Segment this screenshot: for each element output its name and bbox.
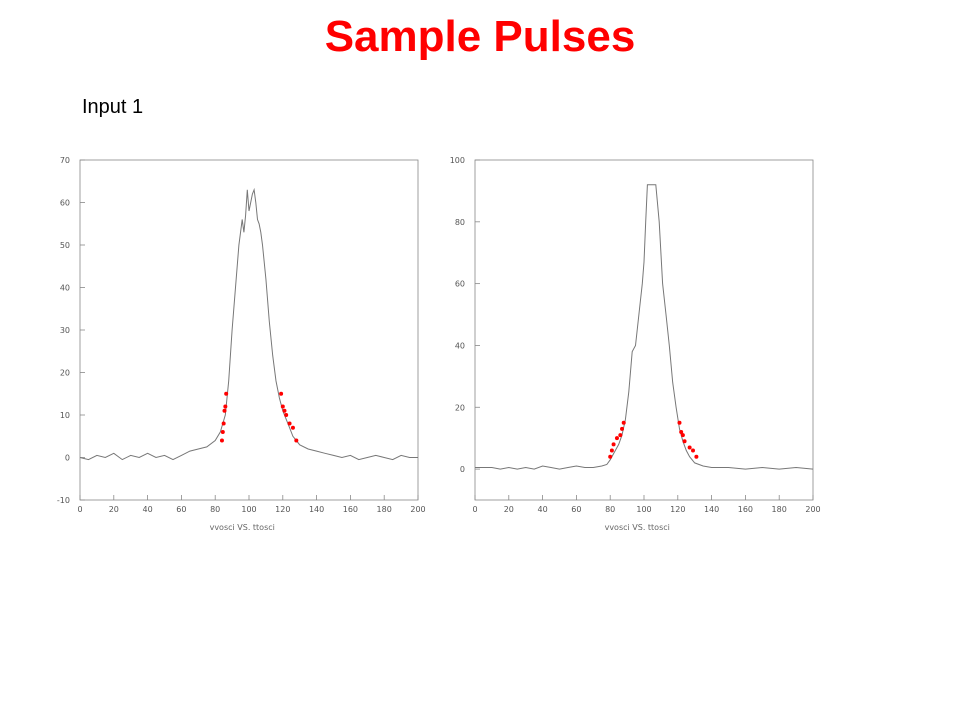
slide-title: Sample Pulses [324,12,636,61]
chart1-x-tick-label: 40 [143,505,153,514]
chart2-x-tick-label: 140 [704,505,719,514]
chart1-sample-point [223,404,228,409]
chart2-sample-point [691,448,696,453]
chart2-x-tick-label: 20 [504,505,514,514]
chart2-sample-point [680,433,685,438]
chart1-sample-point [224,391,229,396]
chart1-y-tick-label: 50 [60,241,70,250]
chart2-sample-point [611,442,616,447]
chart1-x-tick-label: 120 [275,505,290,514]
chart2-plot-frame [474,159,814,501]
chart2-x-tick-label: 60 [571,505,581,514]
pulse-chart-2: 0 20 40 60 80 100 120 140 160 180 200 0 20 40 60 80 100 v… [450,156,821,532]
chart1-y-tick-label: 60 [60,199,70,208]
chart1-y-tick-label: 20 [60,369,70,378]
chart2-sample-point [621,420,626,425]
chart1-sample-point [279,391,284,396]
chart2-sample-point [618,433,623,438]
chart2-sample-point [694,454,699,459]
chart2-y-tick-label: 0 [460,465,465,474]
chart1-x-tick-label: 0 [77,505,82,514]
chart2-sample-point [687,445,692,450]
chart1-sample-point [287,421,292,426]
chart1-y-tick-label: 70 [60,156,70,165]
chart1-x-axis-title: vvosci VS. ttosci [210,523,275,532]
chart1-y-tick-label: -10 [57,496,70,505]
chart1-x-tick-label: 80 [210,505,220,514]
chart1-x-tick-label: 60 [176,505,186,514]
chart2-x-tick-label: 0 [472,505,477,514]
chart1-sample-point [294,438,299,443]
chart2-y-tick-label: 20 [455,403,465,412]
chart1-y-tick-label: 10 [60,411,70,420]
chart1-y-tick-label: 40 [60,284,70,293]
chart1-x-tick-label: 100 [241,505,256,514]
chart1-sample-point [221,421,226,426]
chart1-sample-point [222,408,227,413]
chart2-sample-point [620,426,625,431]
chart1-y-tick-label: 30 [60,326,70,335]
chart2-sample-point [677,420,682,425]
chart2-y-tick-label: 80 [455,218,465,227]
chart1-x-tick-label: 180 [377,505,392,514]
chart1-pulse-line [79,187,418,461]
chart1-sample-point [290,425,295,430]
chart2-y-tick-label: 60 [455,280,465,289]
chart2-x-tick-label: 100 [636,505,651,514]
input-label: Input 1 [82,96,144,118]
chart2-x-tick-label: 160 [738,505,753,514]
chart1-sample-point [219,438,224,443]
chart2-x-axis-title: vvosci VS. ttosci [605,523,670,532]
chart1-x-tick-label: 160 [343,505,358,514]
chart2-sample-point [614,436,619,441]
chart2-pulse-line [475,184,814,470]
pulse-chart-1: 0 20 40 60 80 100 120 140 160 180 200 -10 0 10 20 30 40 5… [57,156,426,532]
chart1-x-tick-label: 200 [410,505,425,514]
chart1-y-tick-label: 0 [65,454,70,463]
chart1-sample-point [280,404,285,409]
chart2-sample-point [682,439,687,444]
chart2-x-tick-label: 180 [772,505,787,514]
chart2-x-tick-label: 200 [805,505,820,514]
chart2-x-tick-label: 120 [670,505,685,514]
chart1-sample-point [284,413,289,417]
chart1-x-tick-label: 20 [109,505,119,514]
chart2-x-tick-label: 80 [605,505,615,514]
chart2-x-tick-label: 40 [538,505,548,514]
chart2-sample-point [679,430,684,434]
chart2-sample-point [608,454,613,459]
chart1-sample-point [282,408,287,413]
chart2-y-tick-label: 40 [455,341,465,350]
chart2-sample-point [609,448,614,453]
chart1-x-tick-label: 140 [309,505,324,514]
chart2-y-tick-label: 100 [450,156,465,165]
chart1-sample-point [220,430,225,434]
